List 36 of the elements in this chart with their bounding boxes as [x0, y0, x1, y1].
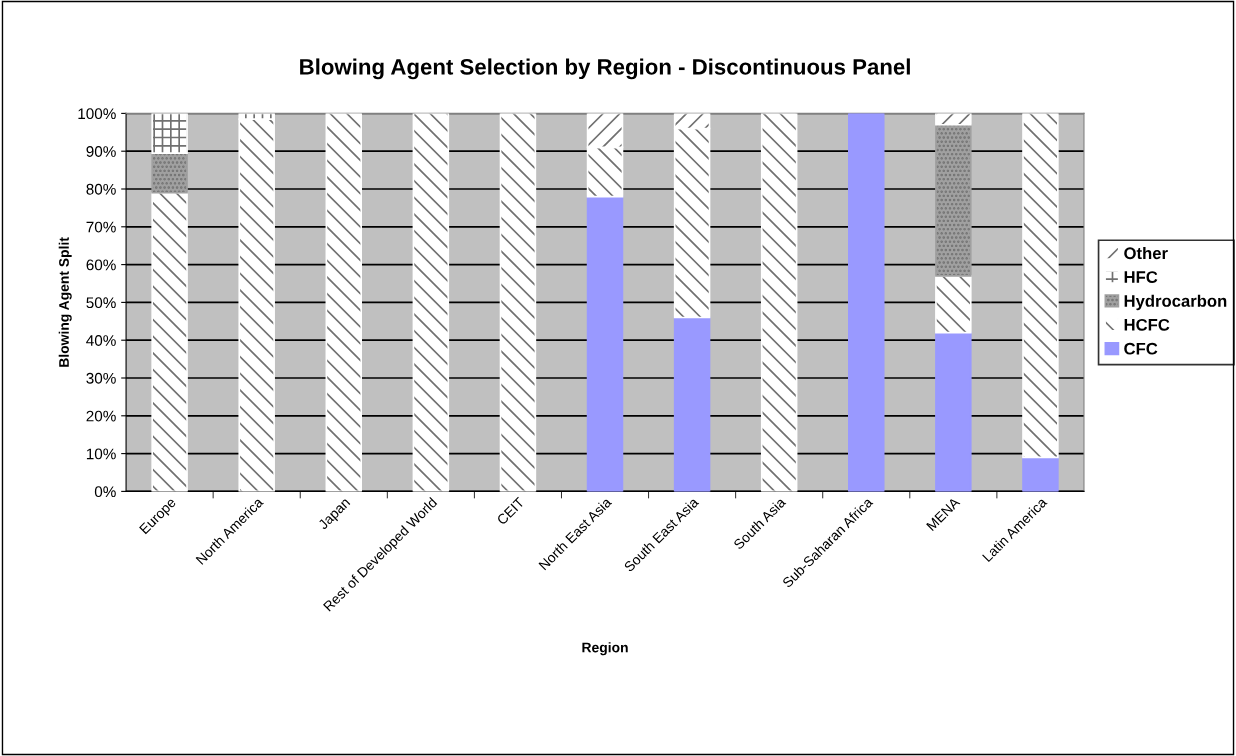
bar [760, 113, 798, 492]
legend-label: Other [1124, 246, 1168, 260]
y-tick-label: 100% [78, 108, 116, 120]
y-tick-label: 0% [94, 486, 116, 498]
legend-label: HCFC [1124, 318, 1170, 331]
y-tick-label: 50% [86, 297, 116, 309]
bar [586, 195, 624, 492]
chart-title: Blowing Agent Selection by Region - Discontinuous Panel [300, 58, 910, 80]
y-tick-label: 60% [86, 259, 116, 271]
legend-label: Hydrocarbon [1124, 294, 1227, 311]
y-tick-label: 70% [86, 221, 116, 233]
bar [151, 113, 188, 154]
bar [935, 123, 972, 277]
bar [935, 113, 972, 126]
y-tick-label: 40% [86, 335, 116, 346]
bar [935, 331, 972, 492]
bar [151, 152, 188, 194]
y-tick-label: 10% [86, 448, 116, 460]
bar [325, 113, 363, 492]
y-tick-label: 90% [86, 146, 116, 157]
bar [238, 118, 275, 492]
bar [151, 191, 188, 492]
bar [673, 316, 711, 492]
bar [1022, 113, 1059, 459]
y-tick-label: 20% [86, 410, 116, 422]
y-tick-label: 30% [86, 372, 116, 384]
y-axis-title: Blowing Agent Split [58, 237, 72, 367]
bar [848, 113, 885, 492]
y-tick-label: 80% [86, 183, 116, 195]
legend-label: CFC [1124, 342, 1158, 355]
legend-label: HFC [1124, 271, 1158, 283]
x-axis-title: Region [582, 642, 628, 656]
bar [935, 275, 972, 334]
bar [412, 113, 450, 492]
bar [499, 113, 537, 492]
bar [1022, 456, 1059, 492]
